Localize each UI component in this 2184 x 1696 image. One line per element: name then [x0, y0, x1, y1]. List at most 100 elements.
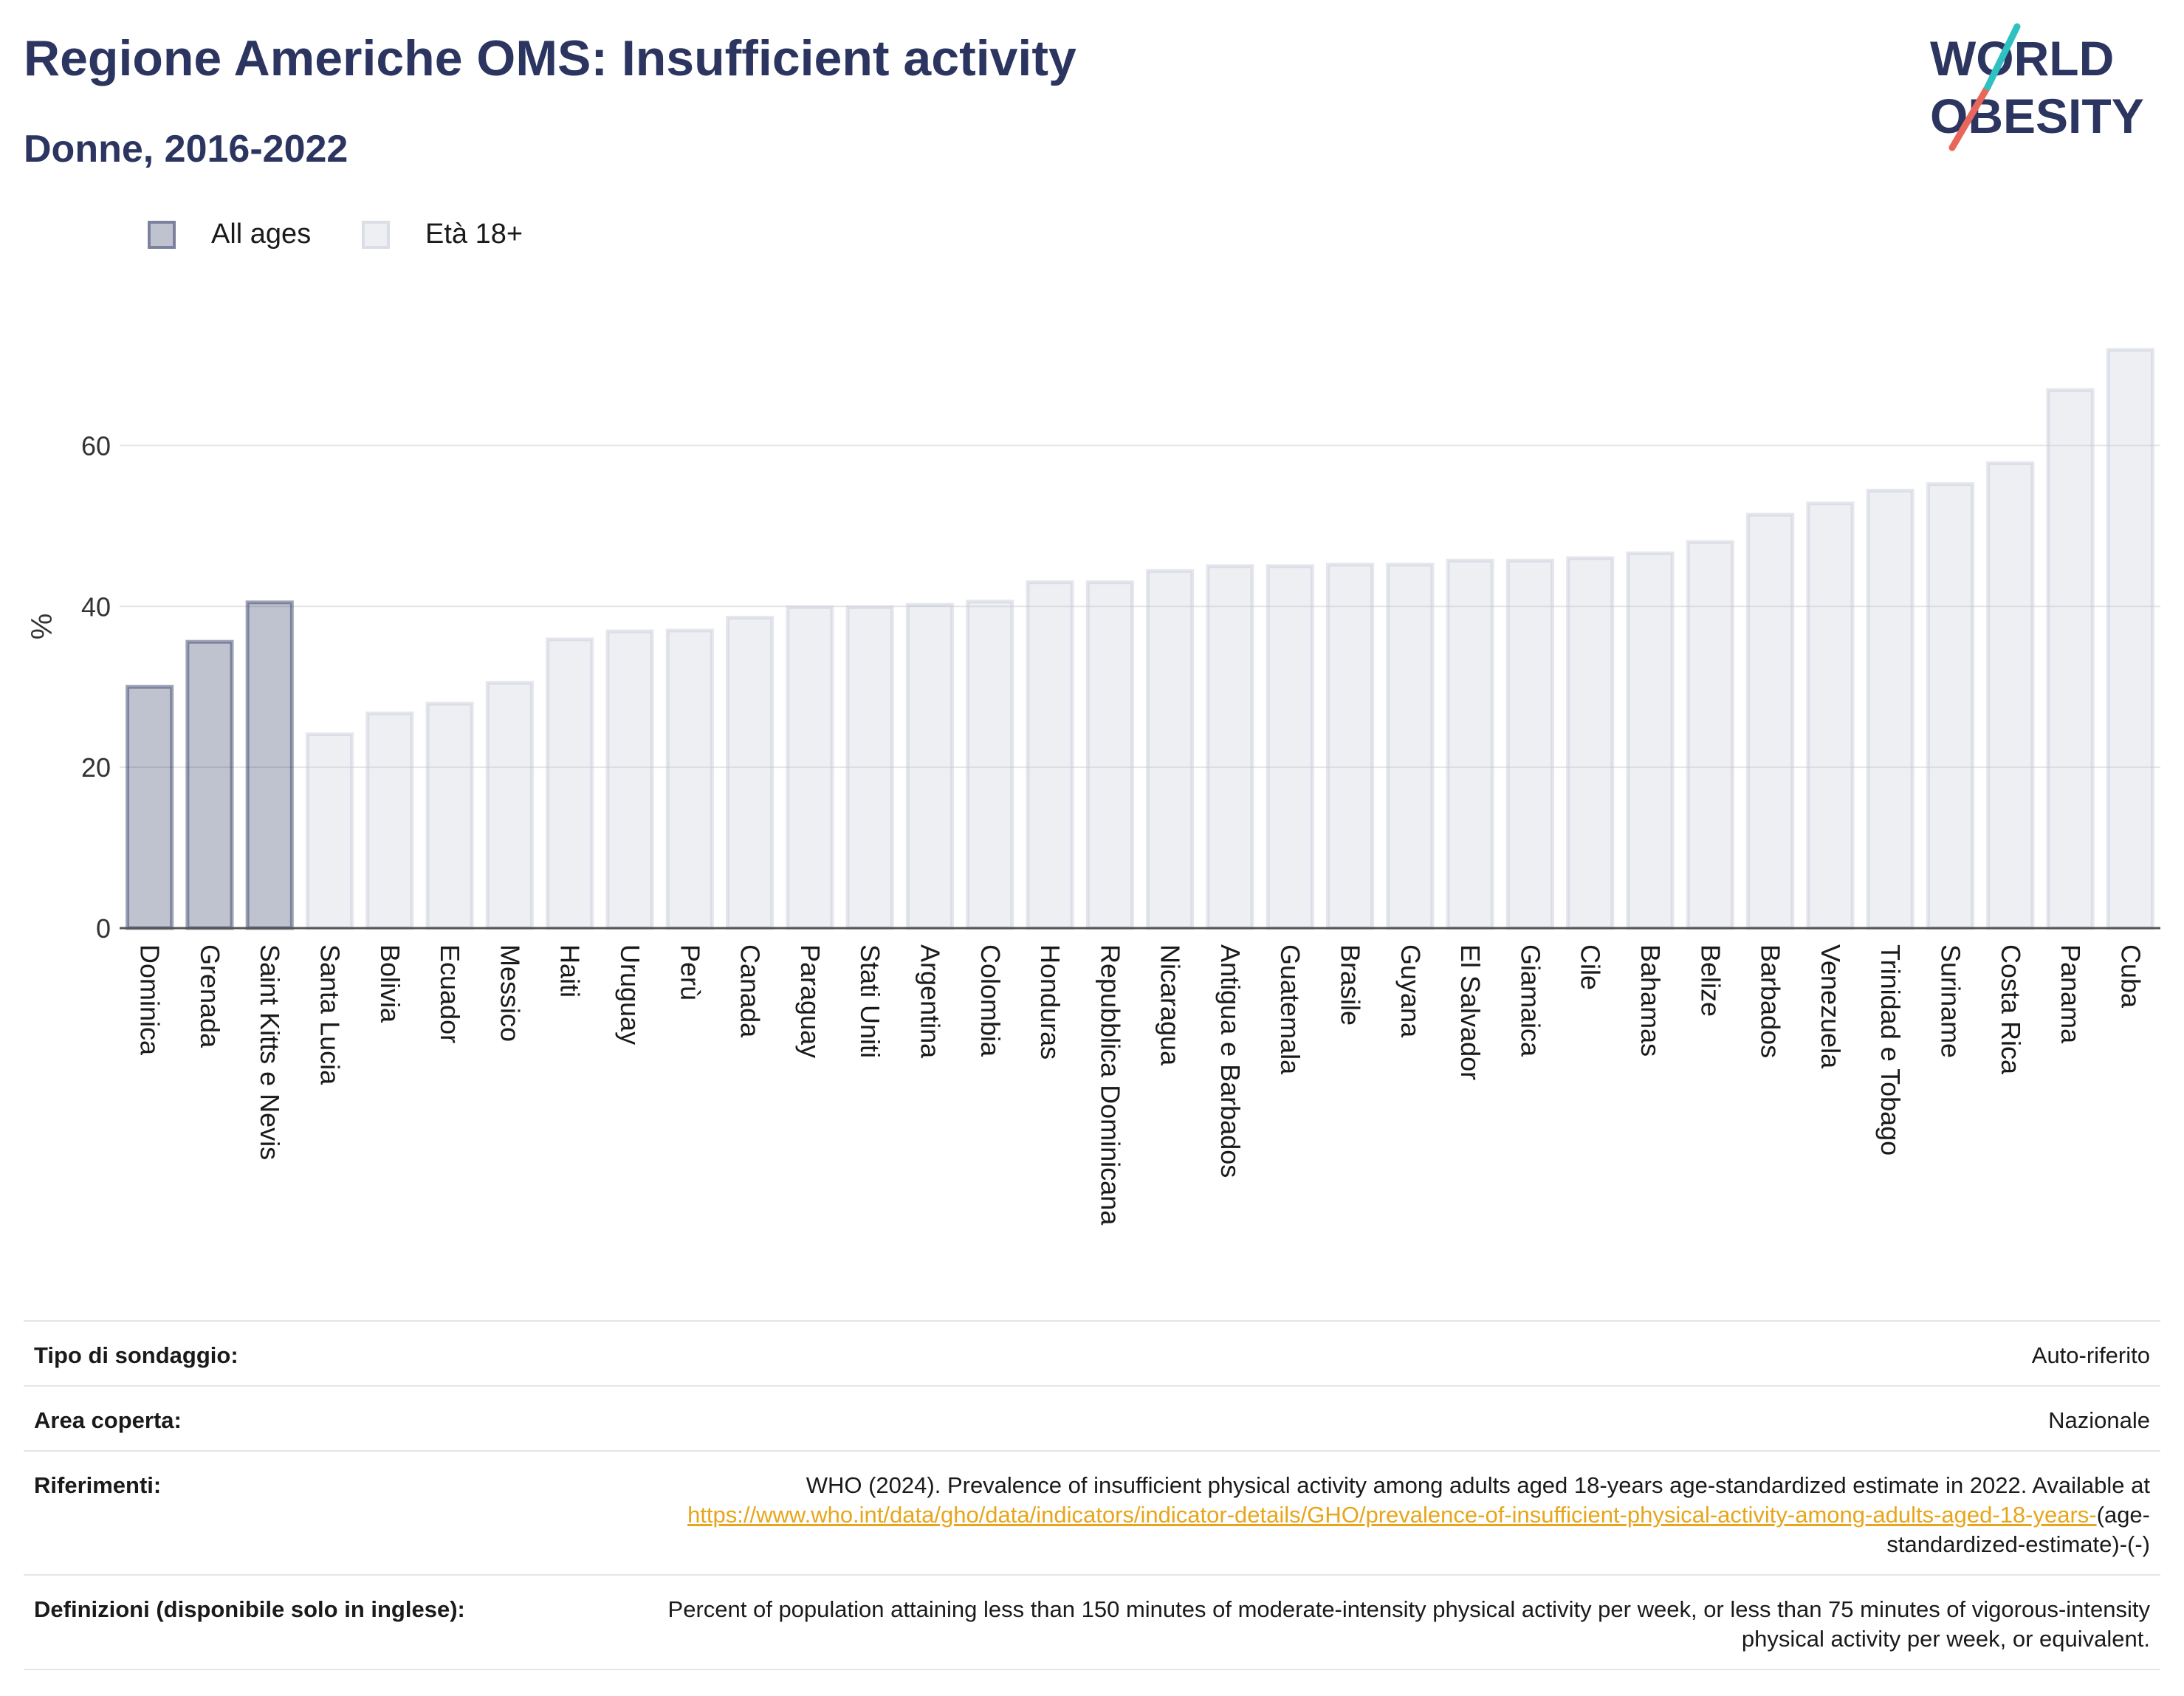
x-tick-label: Stati Uniti — [855, 944, 885, 1058]
bar-trinidad-e-tobago — [1866, 488, 1915, 930]
world-obesity-logo: WORLD OBESITY — [1930, 23, 2144, 151]
bar-guyana — [1386, 563, 1435, 930]
reference-suffix: (age-standardized-estimate)-(-) — [1886, 1502, 2150, 1557]
bar-canada — [726, 616, 775, 930]
x-tick-label: Canada — [735, 944, 766, 1038]
x-tick-label: Venezuela — [1816, 944, 1846, 1069]
x-tick-label: Trinidad e Tobago — [1875, 944, 1906, 1156]
bar-cuba — [2106, 348, 2154, 930]
logo-line2: OBESITY — [1930, 89, 2144, 143]
bar-bolivia — [365, 711, 414, 930]
x-tick-label: Ecuador — [435, 944, 465, 1043]
bar-barbados — [1746, 512, 1795, 930]
x-tick-label: Cile — [1576, 944, 1606, 990]
legend-label-all-ages: All ages — [211, 219, 312, 250]
bar-giamaica — [1505, 558, 1554, 930]
bar-per- — [665, 628, 714, 930]
bar-grenada — [185, 639, 234, 930]
bar-venezuela — [1806, 501, 1855, 930]
bar-antigua-e-barbados — [1206, 564, 1254, 930]
x-tick-label: Suriname — [1935, 944, 1965, 1058]
x-tick-label: Haiti — [555, 944, 586, 998]
bar-paraguay — [786, 605, 834, 930]
x-tick-label: Santa Lucia — [315, 944, 346, 1085]
info-label-area: Area coperta: — [24, 1385, 605, 1451]
bar-cile — [1566, 556, 1615, 930]
legend-label-eta-18: Età 18+ — [425, 219, 523, 250]
y-tick-label: 20 — [81, 752, 111, 783]
info-table: Tipo di sondaggio: Auto-riferito Area co… — [24, 1320, 2160, 1670]
info-value-definitions: Percent of population attaining less tha… — [605, 1574, 2160, 1670]
y-tick-label: 0 — [96, 913, 111, 944]
x-tick-label: Perù — [675, 944, 705, 1000]
info-row-references: Riferimenti: WHO (2024). Prevalence of i… — [24, 1450, 2160, 1575]
x-tick-label: Antigua e Barbados — [1215, 944, 1246, 1178]
legend-item-eta-18[interactable]: Età 18+ — [362, 219, 523, 250]
bar-stati-uniti — [845, 605, 894, 930]
legend-item-all-ages[interactable]: All ages — [148, 219, 311, 250]
bar-suriname — [1926, 482, 1975, 930]
x-tick-label: Grenada — [195, 944, 225, 1048]
x-tick-label: Costa Rica — [1996, 944, 2026, 1075]
bar-colombia — [966, 600, 1014, 930]
bar-guatemala — [1266, 564, 1314, 930]
info-label-survey-type: Tipo di sondaggio: — [24, 1320, 605, 1386]
bar-bahamas — [1626, 551, 1675, 930]
x-tick-label: Dominica — [135, 944, 165, 1056]
y-tick-label: 60 — [81, 430, 111, 461]
bar-argentina — [905, 602, 955, 930]
info-row-definitions: Definizioni (disponibile solo in inglese… — [24, 1574, 2160, 1670]
info-value-references: WHO (2024). Prevalence of insufficient p… — [605, 1450, 2160, 1575]
chart-subtitle: Donne, 2016-2022 — [24, 128, 348, 171]
legend-swatch-all-ages — [148, 220, 176, 249]
x-tick-label: Guyana — [1395, 944, 1426, 1038]
legend-swatch-eta-18 — [362, 220, 390, 249]
x-tick-label: Barbados — [1756, 944, 1786, 1058]
bar-costa-rica — [1986, 461, 2035, 930]
x-tick-label: Nicaragua — [1155, 944, 1186, 1066]
bar-santa-lucia — [305, 732, 354, 930]
x-tick-label: Brasile — [1336, 944, 1366, 1026]
info-value-area: Nazionale — [605, 1385, 2160, 1451]
info-row-area: Area coperta: Nazionale — [24, 1385, 2160, 1451]
bar-messico — [485, 681, 534, 930]
x-tick-label: Honduras — [1035, 944, 1065, 1060]
x-tick-label: El Salvador — [1455, 944, 1486, 1080]
x-tick-label: Guatemala — [1275, 944, 1305, 1075]
bar-ecuador — [425, 701, 474, 930]
info-label-references: Riferimenti: — [24, 1450, 605, 1575]
bar-el-salvador — [1446, 558, 1494, 930]
x-tick-label: Repubblica Dominicana — [1095, 944, 1125, 1226]
x-tick-label: Giamaica — [1515, 944, 1545, 1057]
x-tick-label: Cuba — [2115, 944, 2146, 1009]
bar-dominica — [126, 684, 174, 930]
x-tick-label: Bolivia — [375, 944, 405, 1023]
x-tick-label: Belize — [1695, 944, 1725, 1017]
bar-brasile — [1325, 563, 1375, 930]
bar-panama — [2046, 388, 2095, 930]
x-tick-label: Paraguay — [795, 944, 825, 1058]
bar-nicaragua — [1146, 569, 1195, 930]
reference-link[interactable]: https://www.who.int/data/gho/data/indica… — [687, 1502, 2097, 1528]
x-tick-label: Argentina — [915, 944, 945, 1059]
x-tick-label: Saint Kitts e Nevis — [255, 944, 285, 1160]
bar-honduras — [1026, 580, 1074, 930]
bar-belize — [1686, 540, 1734, 930]
x-tick-label: Uruguay — [615, 944, 645, 1045]
x-tick-label: Colombia — [975, 944, 1006, 1057]
bar-haiti — [546, 637, 594, 930]
bar-repubblica-dominicana — [1085, 580, 1134, 930]
bar-saint-kitts-e-nevis — [245, 600, 294, 930]
info-value-survey-type: Auto-riferito — [605, 1320, 2160, 1386]
x-tick-label: Bahamas — [1635, 944, 1666, 1057]
chart-title: Regione Americhe OMS: Insufficient activ… — [24, 30, 1076, 86]
bar-uruguay — [605, 629, 654, 930]
logo-line1: WORLD — [1930, 31, 2114, 86]
info-row-survey-type: Tipo di sondaggio: Auto-riferito — [24, 1320, 2160, 1386]
x-tick-label: Panama — [2056, 944, 2086, 1044]
info-label-definitions: Definizioni (disponibile solo in inglese… — [24, 1574, 605, 1670]
y-tick-label: 40 — [81, 591, 111, 622]
bar-chart: 0 20 40 60% Dominica Grenada Saint Kitts e Nev… — [26, 348, 2160, 1226]
reference-text: WHO (2024). Prevalence of insufficient p… — [806, 1472, 2150, 1498]
y-axis-label: % — [26, 614, 58, 640]
